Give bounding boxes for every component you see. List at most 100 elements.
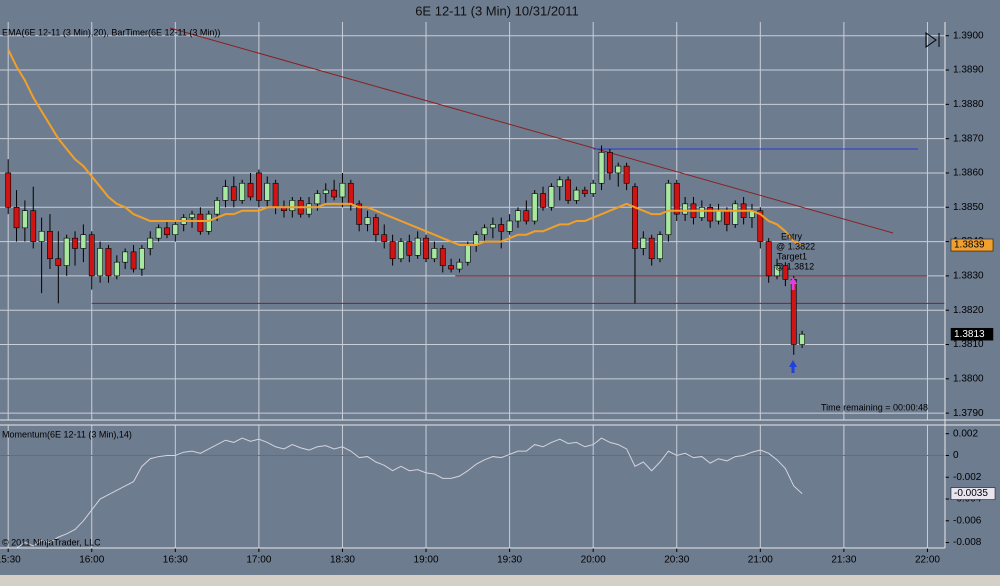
price-marker <box>950 238 994 252</box>
candle-body <box>698 206 705 218</box>
entry-arrow <box>789 360 797 373</box>
x-tick-label: 22:00 <box>915 555 940 566</box>
candle-body <box>197 213 204 232</box>
price-marks <box>5 49 805 355</box>
candle-body <box>139 248 145 270</box>
candle-body <box>414 237 421 256</box>
candle-body <box>356 203 363 225</box>
x-tick-label: 20:00 <box>581 555 606 566</box>
annotation: @ 1.3812 <box>775 261 814 271</box>
candle-body <box>381 234 388 242</box>
candle-body <box>130 251 137 270</box>
candle-body <box>481 227 488 236</box>
candle-body <box>122 251 129 263</box>
y-tick-label: 1.3870 <box>953 133 984 144</box>
candle-body <box>155 227 162 239</box>
annotation: Target1 <box>777 251 807 261</box>
labels: EMA(6E 12-11 (3 Min),20), BarTimer(6E 12… <box>0 27 996 566</box>
candle-body <box>347 182 354 205</box>
y-tick-label: 0 <box>953 450 959 461</box>
momentum-marks <box>0 437 945 548</box>
candle-body <box>55 258 62 266</box>
candle-body <box>189 213 195 218</box>
candle-body <box>38 230 45 242</box>
candle-body <box>172 224 179 236</box>
candle-body <box>364 217 371 225</box>
candle-body <box>715 210 722 222</box>
candle-body <box>322 189 329 194</box>
x-tick-label: 19:30 <box>497 555 522 566</box>
y-tick-label: 1.3820 <box>953 305 984 316</box>
candle-body <box>80 234 87 249</box>
candle-body <box>314 193 321 205</box>
ema-line <box>7 49 803 247</box>
candle-body <box>648 237 655 260</box>
indicator-label: Momentum(6E 12-11 (3 Min),14) <box>2 429 132 439</box>
y-tick-label: 1.3790 <box>953 408 984 419</box>
candle-body <box>13 206 20 229</box>
candle-body <box>515 210 521 222</box>
candle-body <box>799 333 805 345</box>
y-tick-label: 1.3900 <box>953 30 984 41</box>
candle-body <box>707 206 714 222</box>
candle-body <box>239 182 246 201</box>
x-tick-label: 17:00 <box>246 555 271 566</box>
y-tick-label: 1.3830 <box>953 271 984 282</box>
candle-body <box>97 248 103 277</box>
candle-body <box>389 241 396 260</box>
momentum-line <box>15 437 803 548</box>
candle-body <box>222 186 229 201</box>
candle-body <box>765 241 772 277</box>
x-tick-label: 19:00 <box>414 555 439 566</box>
candle-body <box>306 203 312 215</box>
candle-body <box>373 217 379 236</box>
candle-body <box>565 179 571 201</box>
candle-body <box>230 186 237 201</box>
candle-body <box>63 237 70 266</box>
candle-body <box>423 237 429 260</box>
candle-body <box>72 237 78 249</box>
candle-body <box>431 248 438 260</box>
candle-body <box>5 172 12 208</box>
x-tick-label: 20:30 <box>664 555 689 566</box>
y-tick-label: -0.006 <box>953 515 982 526</box>
candle-body <box>540 193 546 208</box>
annotation: Entry <box>781 231 803 241</box>
value-marker-label: -0.0035 <box>954 488 988 499</box>
candle-body <box>556 179 563 187</box>
candle-body <box>339 182 346 198</box>
candle-body <box>164 227 170 236</box>
scrollbar[interactable] <box>0 575 1000 586</box>
candle-body <box>88 234 95 277</box>
candle-body <box>548 186 555 208</box>
candle-body <box>598 152 605 184</box>
y-tick-label: 1.3890 <box>953 65 984 76</box>
chart-title: 6E 12-11 (3 Min) 10/31/2011 <box>415 3 579 18</box>
x-tick-label: 18:30 <box>330 555 355 566</box>
candle-body <box>439 248 446 266</box>
candle-body <box>22 210 28 229</box>
candle-body <box>490 224 496 229</box>
candle-body <box>498 224 505 232</box>
x-tick-label: 21:30 <box>831 555 856 566</box>
candle-body <box>464 244 471 263</box>
candle-body <box>147 237 154 249</box>
candle-body <box>531 193 538 222</box>
y-tick-label: 0.002 <box>953 428 978 439</box>
candle-body <box>665 182 672 236</box>
bar-timer: Time remaining = 00:00:48 <box>821 402 928 412</box>
price-marker-label: 1.3839 <box>954 240 985 251</box>
candle-body <box>573 189 580 201</box>
x-tick-label: 15:30 <box>0 555 21 566</box>
price-marker <box>950 327 994 341</box>
panel-toggle[interactable] <box>925 32 940 48</box>
candle-body <box>640 237 647 249</box>
candle-body <box>732 203 739 225</box>
annotation: @ 1.3822 <box>776 241 815 251</box>
y-tick-label: 1.3810 <box>953 339 984 350</box>
toggle-icon[interactable] <box>925 32 937 48</box>
y-tick-label: -0.002 <box>953 472 982 483</box>
y-tick-label: 1.3850 <box>953 202 984 213</box>
candle-body <box>757 210 764 242</box>
